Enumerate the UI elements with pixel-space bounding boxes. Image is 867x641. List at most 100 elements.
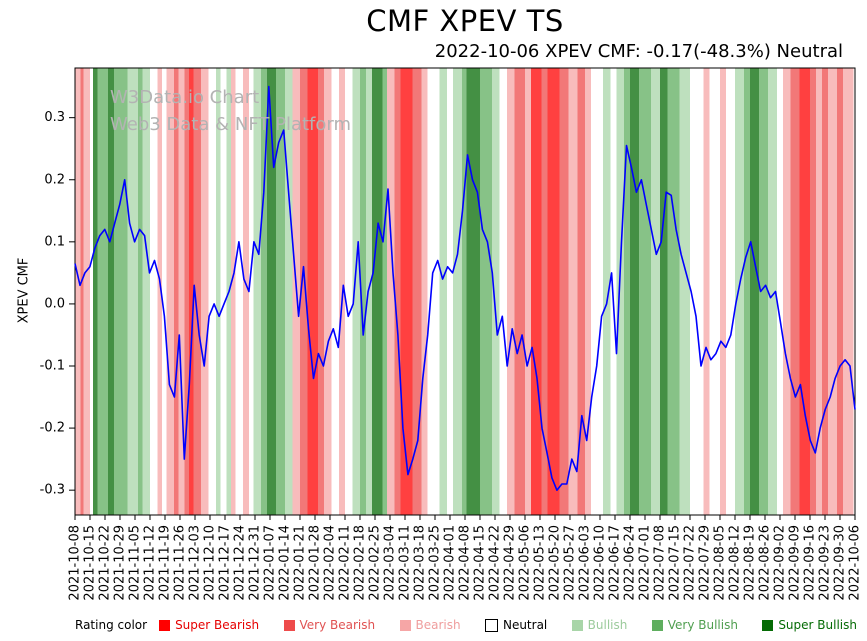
x-tick-label: 2021-12-24 xyxy=(233,525,248,601)
x-tick-label: 2022-07-08 xyxy=(653,525,668,601)
rating-band-super_bullish xyxy=(93,68,98,515)
rating-band-neutral xyxy=(249,68,254,515)
rating-band-bullish xyxy=(616,68,624,515)
x-tick-label: 2022-06-03 xyxy=(578,525,593,601)
y-tick-label: 0.1 xyxy=(44,234,65,249)
rating-band-very_bearish xyxy=(790,68,800,515)
x-tick-label: 2021-10-22 xyxy=(98,525,113,601)
cmf-line-series xyxy=(74,85,856,491)
rating-band-bullish xyxy=(453,68,462,515)
x-tick-label: 2021-11-19 xyxy=(158,525,173,601)
x-tick-label: 2021-12-31 xyxy=(248,525,263,601)
rating-band-very_bearish xyxy=(577,68,585,515)
rating-band-very_bearish xyxy=(184,68,189,515)
rating-band-super_bullish xyxy=(372,68,383,515)
rating-band-neutral xyxy=(235,68,243,515)
rating-band-neutral xyxy=(499,68,507,515)
rating-band-very_bullish xyxy=(480,68,492,515)
rating-band-super_bullish xyxy=(466,68,480,515)
legend-item-label: Neutral xyxy=(502,618,548,632)
rating-band-super_bullish xyxy=(750,68,759,515)
rating-band-very_bearish xyxy=(193,68,201,515)
rating-band-bearish xyxy=(568,68,578,515)
rating-band-super_bearish xyxy=(547,68,560,515)
x-tick-label: 2022-04-22 xyxy=(488,525,503,601)
x-tick-label: 2022-05-20 xyxy=(548,525,563,601)
y-tick-label: 0.0 xyxy=(44,296,65,311)
rating-band-super_bearish xyxy=(189,68,194,515)
watermark-line1: W3Data.io Chart xyxy=(110,87,260,108)
legend-item-super-bullish: Super Bullish xyxy=(762,618,857,632)
rating-band-neutral xyxy=(447,68,453,515)
x-tick-label: 2022-01-28 xyxy=(308,525,323,601)
rating-band-bearish xyxy=(783,68,791,515)
rating-band-bullish xyxy=(216,68,221,515)
rating-band-very_bullish xyxy=(667,68,680,515)
x-tick-label: 2022-10-06 xyxy=(848,525,863,601)
rating-band-bearish xyxy=(387,68,395,515)
x-tick-label: 2022-07-29 xyxy=(698,525,713,601)
rating-band-very_bullish xyxy=(360,68,366,515)
rating-band-neutral xyxy=(162,68,167,515)
rating-band-very_bearish xyxy=(80,68,84,515)
rating-band-very_bearish xyxy=(412,68,422,515)
x-tick-label: 2022-03-18 xyxy=(413,525,428,601)
x-tick-label: 2021-11-12 xyxy=(143,525,158,601)
x-tick-label: 2021-12-17 xyxy=(218,525,233,601)
rating-band-bearish xyxy=(83,68,91,515)
x-tick-label: 2022-07-15 xyxy=(668,525,683,601)
x-tick-label: 2022-02-18 xyxy=(353,525,368,601)
y-tick-label: 0.2 xyxy=(44,172,65,187)
x-tick-label: 2021-12-03 xyxy=(188,525,203,601)
rating-band-bearish xyxy=(525,68,531,515)
rating-band-very_bullish xyxy=(639,68,651,515)
x-tick-label: 2022-04-29 xyxy=(503,525,518,601)
rating-band-bearish xyxy=(231,68,236,515)
rating-band-bullish xyxy=(285,68,293,515)
legend-item-very-bullish: Very Bullish xyxy=(651,618,738,632)
x-tick-label: 2022-05-06 xyxy=(518,525,533,601)
rating-band-very_bullish xyxy=(97,68,108,515)
rating-band-super_bearish xyxy=(400,68,413,515)
rating-band-neutral xyxy=(150,68,158,515)
rating-band-very_bearish xyxy=(394,68,401,515)
rating-band-bearish xyxy=(201,68,209,515)
legend-item-super-bearish: Super Bearish xyxy=(159,618,259,632)
x-tick-label: 2021-11-05 xyxy=(128,525,143,601)
rating-band-bearish xyxy=(828,68,837,515)
x-tick-label: 2022-03-04 xyxy=(383,525,398,601)
rating-band-bearish xyxy=(585,68,591,515)
rating-band-very_bearish xyxy=(318,68,324,515)
rating-band-neutral xyxy=(777,68,783,515)
rating-band-neutral xyxy=(208,68,216,515)
chart-subtitle: 2022-10-06 XPEV CMF: -0.17(-48.3%) Neutr… xyxy=(434,41,843,62)
rating-band-very_bullish xyxy=(276,68,285,515)
x-tick-label: 2022-08-05 xyxy=(713,525,728,601)
neutral-swatch-icon xyxy=(484,618,498,632)
legend-items: Super Bearish Very Bearish Bearish Neutral B… xyxy=(159,618,857,632)
rating-band-bearish xyxy=(507,68,515,515)
rating-band-bearish xyxy=(157,68,162,515)
legend-item-bearish: Bearish xyxy=(399,618,461,632)
y-tick-label: 0.3 xyxy=(44,110,65,125)
rating-band-bullish xyxy=(603,68,611,515)
x-tick-label: 2022-03-25 xyxy=(428,525,443,601)
rating-band-bullish xyxy=(735,68,744,515)
legend-item-label: Very Bearish xyxy=(299,618,376,632)
rating-band-bearish xyxy=(75,68,81,515)
rating-band-very_bullish xyxy=(382,68,387,515)
x-tick-label: 2022-09-30 xyxy=(833,525,848,601)
x-tick-label: 2022-05-27 xyxy=(563,525,578,601)
watermark: W3Data.io Chart Web3 Data & NFT Platform xyxy=(110,84,351,138)
watermark-line2: Web3 Data & NFT Platform xyxy=(110,114,352,135)
rating-band-very_bullish xyxy=(462,68,467,515)
x-tick-label: 2022-01-14 xyxy=(278,525,293,601)
x-tick-label: 2022-09-16 xyxy=(803,525,818,601)
x-tick-label: 2022-06-10 xyxy=(593,525,608,601)
rating-band-very_bullish xyxy=(138,68,143,515)
x-tick-label: 2022-07-22 xyxy=(683,525,698,601)
legend: Rating color Super Bearish Very Bearish Be… xyxy=(75,618,857,632)
y-tick-label: -0.2 xyxy=(40,421,65,436)
rating-band-bearish xyxy=(178,68,185,515)
